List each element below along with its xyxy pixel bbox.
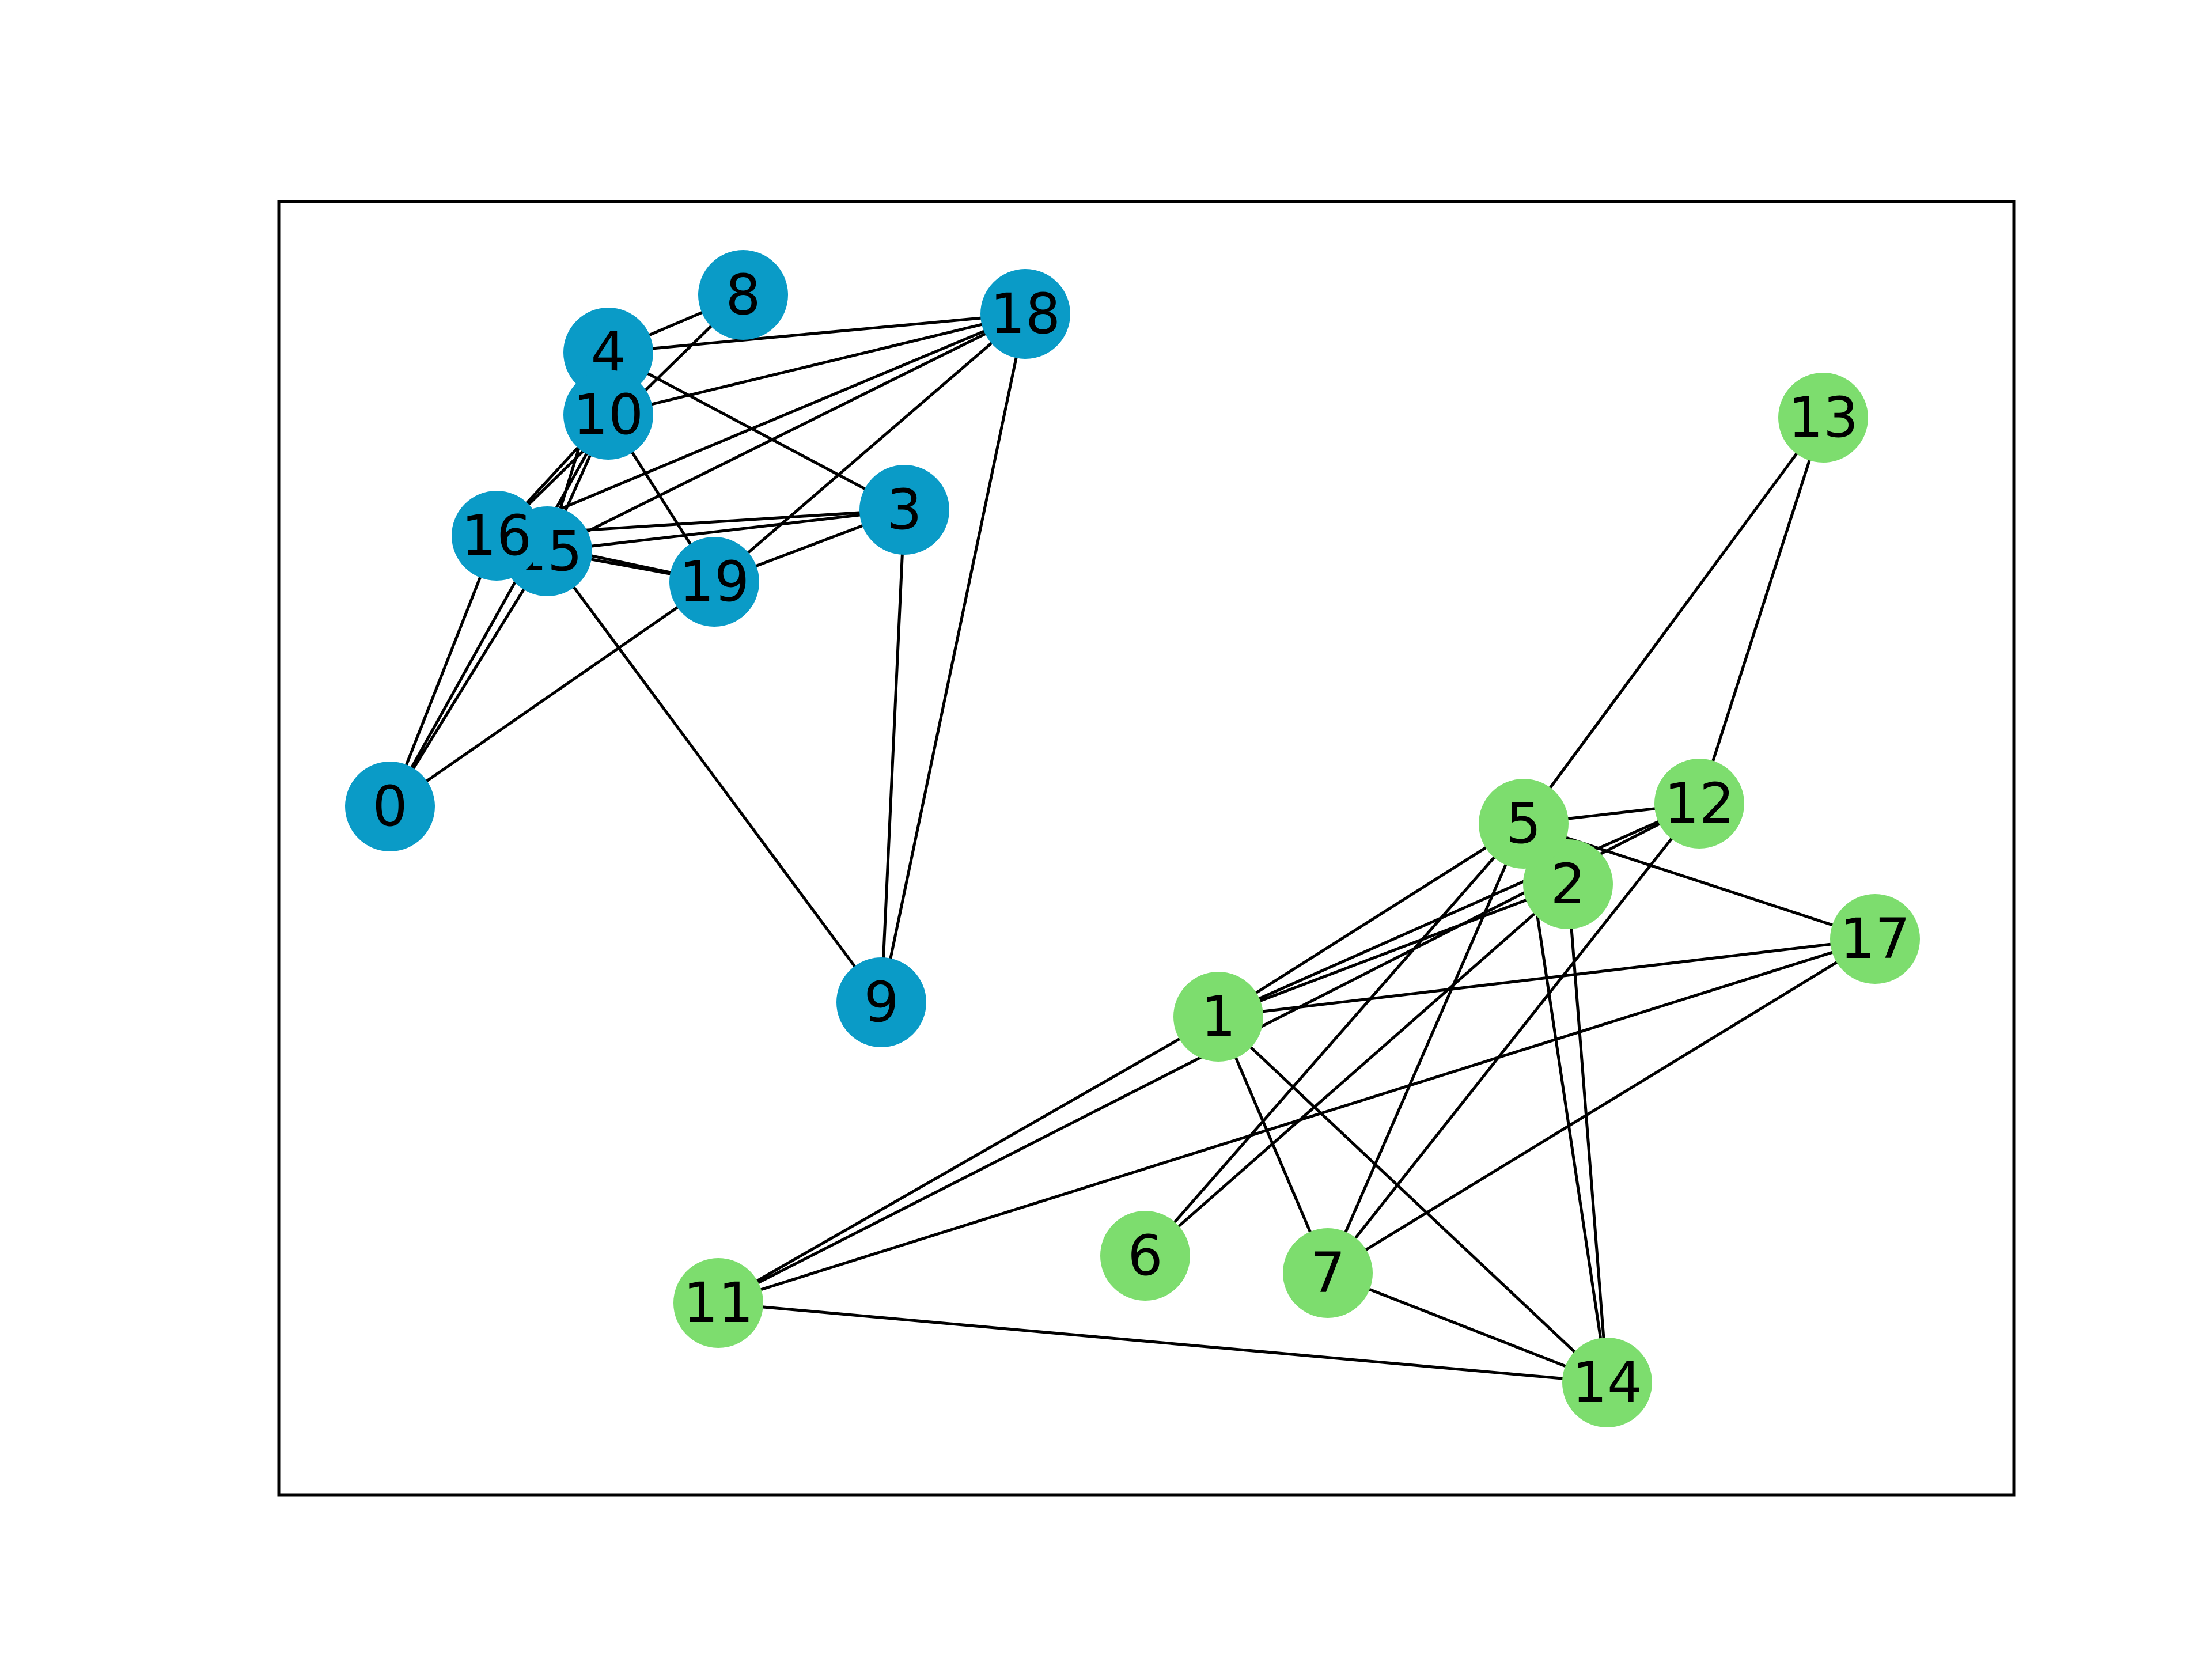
node-10: 10 — [563, 370, 653, 460]
edge-19-18 — [713, 313, 1027, 583]
node-circle-16 — [452, 491, 541, 581]
node-18: 18 — [980, 269, 1070, 359]
node-label-12: 12 — [1664, 771, 1734, 836]
edge-7-14 — [1327, 1271, 1608, 1384]
edge-11-14 — [718, 1301, 1608, 1384]
edge-4-18 — [608, 312, 1026, 354]
node-circle-19 — [669, 537, 759, 627]
edge-3-9 — [880, 509, 906, 1003]
edge-12-7 — [1327, 802, 1700, 1274]
node-3: 3 — [859, 465, 949, 555]
edge-15-18 — [546, 312, 1027, 553]
node-label-0: 0 — [372, 774, 407, 839]
node-9: 9 — [836, 957, 926, 1047]
node-circle-3 — [859, 465, 949, 555]
edge-19-0 — [389, 580, 715, 808]
edge-5-7 — [1326, 823, 1525, 1274]
node-label-3: 3 — [887, 478, 922, 542]
edge-16-0 — [388, 535, 498, 807]
node-7: 7 — [1283, 1228, 1373, 1318]
node-circle-14 — [1562, 1338, 1652, 1427]
node-label-2: 2 — [1550, 852, 1585, 916]
node-label-11: 11 — [683, 1271, 753, 1335]
edge-5-1 — [1217, 822, 1525, 1018]
edge-17-7 — [1327, 937, 1876, 1275]
node-label-10: 10 — [573, 382, 643, 447]
edge-5-6 — [1144, 823, 1525, 1257]
edge-15-9 — [546, 550, 883, 1003]
plot-frame — [277, 200, 2016, 1497]
node-circle-4 — [563, 308, 653, 397]
node-label-5: 5 — [1506, 791, 1541, 856]
node-circle-8 — [698, 250, 788, 340]
edge-1-7 — [1217, 1016, 1330, 1274]
node-label-16: 16 — [461, 503, 532, 568]
edge-2-6 — [1144, 883, 1569, 1257]
node-label-17: 17 — [1840, 907, 1910, 971]
edge-13-5 — [1522, 416, 1825, 825]
edge-1-11 — [717, 1015, 1219, 1305]
node-circle-11 — [673, 1258, 763, 1348]
node-circle-9 — [836, 957, 926, 1047]
node-17: 17 — [1830, 894, 1920, 984]
edge-1-14 — [1217, 1016, 1608, 1384]
node-circle-5 — [1479, 779, 1569, 869]
node-label-14: 14 — [1572, 1350, 1642, 1415]
node-circle-1 — [1173, 972, 1263, 1062]
node-11: 11 — [673, 1258, 763, 1348]
node-label-7: 7 — [1310, 1241, 1345, 1305]
node-19: 19 — [669, 537, 759, 627]
node-circle-12 — [1654, 759, 1744, 849]
node-circle-6 — [1100, 1211, 1190, 1301]
node-6: 6 — [1100, 1211, 1190, 1301]
edge-18-9 — [880, 313, 1027, 1003]
edge-17-11 — [718, 937, 1876, 1305]
edge-15-0 — [388, 550, 549, 808]
edge-10-0 — [388, 414, 610, 808]
edge-13-12 — [1698, 417, 1825, 804]
node-circle-17 — [1830, 894, 1920, 984]
edge-2-1 — [1218, 882, 1569, 1018]
node-13: 13 — [1778, 373, 1868, 463]
node-circle-0 — [345, 762, 435, 851]
node-circle-10 — [563, 370, 653, 460]
node-16: 16 — [452, 491, 541, 581]
node-label-9: 9 — [863, 970, 899, 1035]
edge-12-1 — [1217, 802, 1700, 1018]
node-14: 14 — [1562, 1338, 1652, 1427]
edge-10-18 — [608, 312, 1026, 416]
node-label-13: 13 — [1788, 385, 1858, 450]
edge-15-3 — [547, 508, 905, 553]
node-0: 0 — [345, 762, 435, 851]
node-circle-18 — [980, 269, 1070, 359]
node-label-19: 19 — [679, 550, 749, 614]
node-label-1: 1 — [1200, 984, 1236, 1049]
node-1: 1 — [1173, 972, 1263, 1062]
node-label-8: 8 — [725, 263, 760, 327]
node-label-6: 6 — [1127, 1224, 1162, 1288]
node-8: 8 — [698, 250, 788, 340]
node-5: 5 — [1479, 779, 1569, 869]
edge-2-14 — [1566, 884, 1609, 1383]
node-circle-13 — [1778, 373, 1868, 463]
node-circle-7 — [1283, 1228, 1373, 1318]
node-12: 12 — [1654, 759, 1744, 849]
node-label-18: 18 — [990, 282, 1060, 346]
edge-16-18 — [496, 312, 1026, 537]
